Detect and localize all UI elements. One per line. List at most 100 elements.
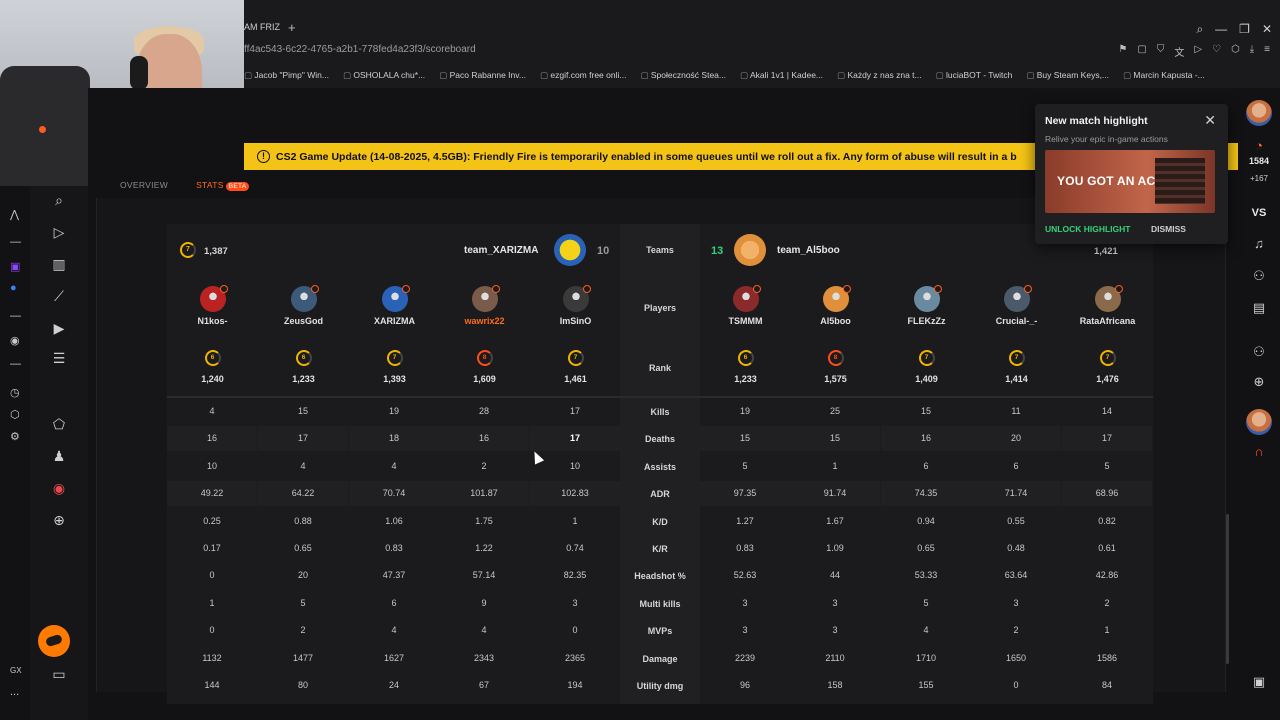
player-name[interactable]: wawrix22: [464, 316, 505, 326]
player-card[interactable]: N1kos-: [167, 285, 258, 326]
stats-icon[interactable]: ⟋: [54, 288, 64, 304]
player-name[interactable]: Crucial-_-: [995, 316, 1038, 326]
search-icon[interactable]: ⌕: [1196, 22, 1204, 36]
unlock-highlight-button[interactable]: UNLOCK HIGHLIGHT: [1045, 224, 1131, 234]
bell-icon[interactable]: ♫: [1254, 236, 1264, 251]
club-avatar-icon[interactable]: ♟: [52, 448, 66, 464]
menu-icon[interactable]: ≡: [1264, 44, 1270, 55]
player-name[interactable]: ZeusGod: [283, 316, 323, 326]
stat-cell: 10: [206, 460, 217, 471]
player-name[interactable]: ImSinO: [559, 316, 592, 326]
stat-cell: 1.67: [826, 515, 844, 526]
player-avatar[interactable]: [732, 285, 761, 312]
player-name[interactable]: RataAfricana: [1079, 316, 1136, 326]
translate-icon[interactable]: 文: [1174, 48, 1185, 59]
shield-icon[interactable]: ⛉: [1156, 44, 1165, 55]
play-icon[interactable]: ▷: [1194, 44, 1203, 55]
friends-icon[interactable]: ⚇: [1253, 268, 1265, 283]
store-icon[interactable]: ▭: [52, 666, 66, 682]
bookmark-item[interactable]: Akali 1v1 | Kadee...: [740, 70, 823, 81]
player-card[interactable]: Al5boo: [790, 285, 881, 326]
list-icon[interactable]: ☰: [52, 350, 66, 366]
bookmark-item[interactable]: Jacob "Pimp" Win...: [244, 70, 329, 81]
player-avatar[interactable]: [290, 285, 319, 312]
friend-avatar[interactable]: [1246, 409, 1272, 435]
clan-icon[interactable]: ⬠: [52, 416, 66, 432]
history-icon[interactable]: ◷: [10, 387, 20, 399]
url-bar[interactable]: ff4ac543-6c22-4765-a2b1-778fed4a23f3/sco…: [244, 44, 476, 55]
player-avatar[interactable]: [822, 285, 851, 312]
org-icon[interactable]: ◉: [52, 480, 66, 496]
player-card[interactable]: wawrix22: [439, 285, 530, 326]
minimize-icon[interactable]: —: [1215, 22, 1228, 36]
party-icon[interactable]: ⚇: [1253, 344, 1265, 359]
player-name[interactable]: Al5boo: [820, 316, 851, 326]
add-icon[interactable]: ⊕: [1253, 374, 1265, 389]
widget-icon[interactable]: ▣: [1252, 674, 1266, 689]
dismiss-button[interactable]: DISMISS: [1151, 224, 1186, 234]
player-name[interactable]: FLEKzZz: [907, 316, 946, 326]
search-icon[interactable]: ⌕: [55, 192, 63, 208]
bookmark-item[interactable]: OSHOLALA chu*...: [343, 70, 425, 81]
player-card[interactable]: Crucial-_-: [971, 285, 1062, 326]
player-card[interactable]: ImSinO: [530, 285, 621, 326]
restore-icon[interactable]: ❐: [1239, 22, 1250, 36]
team-left-name[interactable]: team_XARIZMA: [464, 245, 539, 256]
snapshot-icon[interactable]: ▢: [1137, 44, 1147, 55]
player-card[interactable]: FLEKzZz: [881, 285, 972, 326]
bookmark-item[interactable]: Każdy z nas zna t...: [837, 70, 921, 81]
user-avatar[interactable]: [1246, 100, 1272, 126]
player-icon[interactable]: ◉: [10, 335, 20, 347]
close-icon[interactable]: ✕: [1204, 112, 1216, 128]
tab-stats[interactable]: STATS BETA: [196, 180, 250, 191]
more-icon[interactable]: ...: [10, 686, 20, 698]
add-icon[interactable]: ⊕: [53, 512, 65, 528]
player-card[interactable]: TSMMM: [700, 285, 791, 326]
download-icon[interactable]: ⤓: [1249, 44, 1255, 55]
twitch-icon[interactable]: ▣: [10, 261, 21, 273]
bookmark-item[interactable]: Marcin Kapusta -...: [1123, 70, 1204, 81]
player-avatar[interactable]: [471, 285, 500, 312]
player-avatar[interactable]: [1094, 285, 1123, 312]
leaderboard-icon[interactable]: ▥: [52, 256, 66, 272]
headset-icon[interactable]: ∩: [1254, 444, 1264, 459]
player-avatar[interactable]: [562, 285, 591, 312]
messenger-icon[interactable]: ●: [10, 282, 17, 294]
scrollbar[interactable]: [1226, 514, 1229, 664]
faceit-logo-icon[interactable]: [38, 625, 70, 657]
settings-icon[interactable]: ⚙: [10, 431, 20, 443]
player-name[interactable]: XARIZMA: [374, 316, 415, 326]
bookmark-item[interactable]: luciaBOT - Twitch: [936, 70, 1012, 81]
highlight-thumbnail[interactable]: YOU GOT AN ACE!: [1045, 150, 1215, 213]
new-tab-icon[interactable]: +: [288, 20, 296, 35]
bookmark-item[interactable]: ezgif.com free onli...: [540, 70, 626, 81]
player-name[interactable]: TSMMM: [728, 316, 763, 326]
player-card[interactable]: RataAfricana: [1062, 285, 1153, 326]
player-card[interactable]: ZeusGod: [258, 285, 349, 326]
player-card[interactable]: XARIZMA: [349, 285, 440, 326]
extensions-icon[interactable]: ⬡: [1231, 44, 1240, 55]
play-icon[interactable]: ▷: [53, 224, 65, 240]
chat-icon[interactable]: ▤: [1252, 300, 1266, 315]
player-name[interactable]: N1kos-: [197, 316, 228, 326]
browser-tab[interactable]: AM FRIZ: [244, 22, 280, 32]
aria-icon[interactable]: ⋀: [10, 209, 20, 221]
player-avatar[interactable]: [913, 285, 942, 312]
bookmark-item[interactable]: Społeczność Stea...: [640, 70, 726, 81]
watch-icon[interactable]: ▶: [53, 320, 65, 336]
heart-icon[interactable]: ♡: [1212, 44, 1221, 55]
bookmark-item[interactable]: Buy Steam Keys,...: [1026, 70, 1109, 81]
team-right-name[interactable]: team_Al5boo: [777, 245, 840, 256]
bookmark-icon[interactable]: ⚑: [1118, 44, 1128, 55]
close-window-icon[interactable]: ✕: [1261, 22, 1272, 36]
player-avatar[interactable]: [381, 285, 410, 312]
team-left-logo[interactable]: [554, 234, 586, 266]
skill-level-icon: 6: [737, 350, 754, 366]
tab-overview[interactable]: OVERVIEW: [120, 180, 169, 190]
stat-label: Kills: [650, 407, 670, 417]
extensions-icon[interactable]: ⬡: [10, 409, 20, 421]
player-avatar[interactable]: [199, 285, 228, 312]
team-right-logo[interactable]: [734, 234, 766, 266]
bookmark-item[interactable]: Paco Rabanne Inv...: [439, 70, 526, 81]
player-avatar[interactable]: [1003, 285, 1032, 312]
